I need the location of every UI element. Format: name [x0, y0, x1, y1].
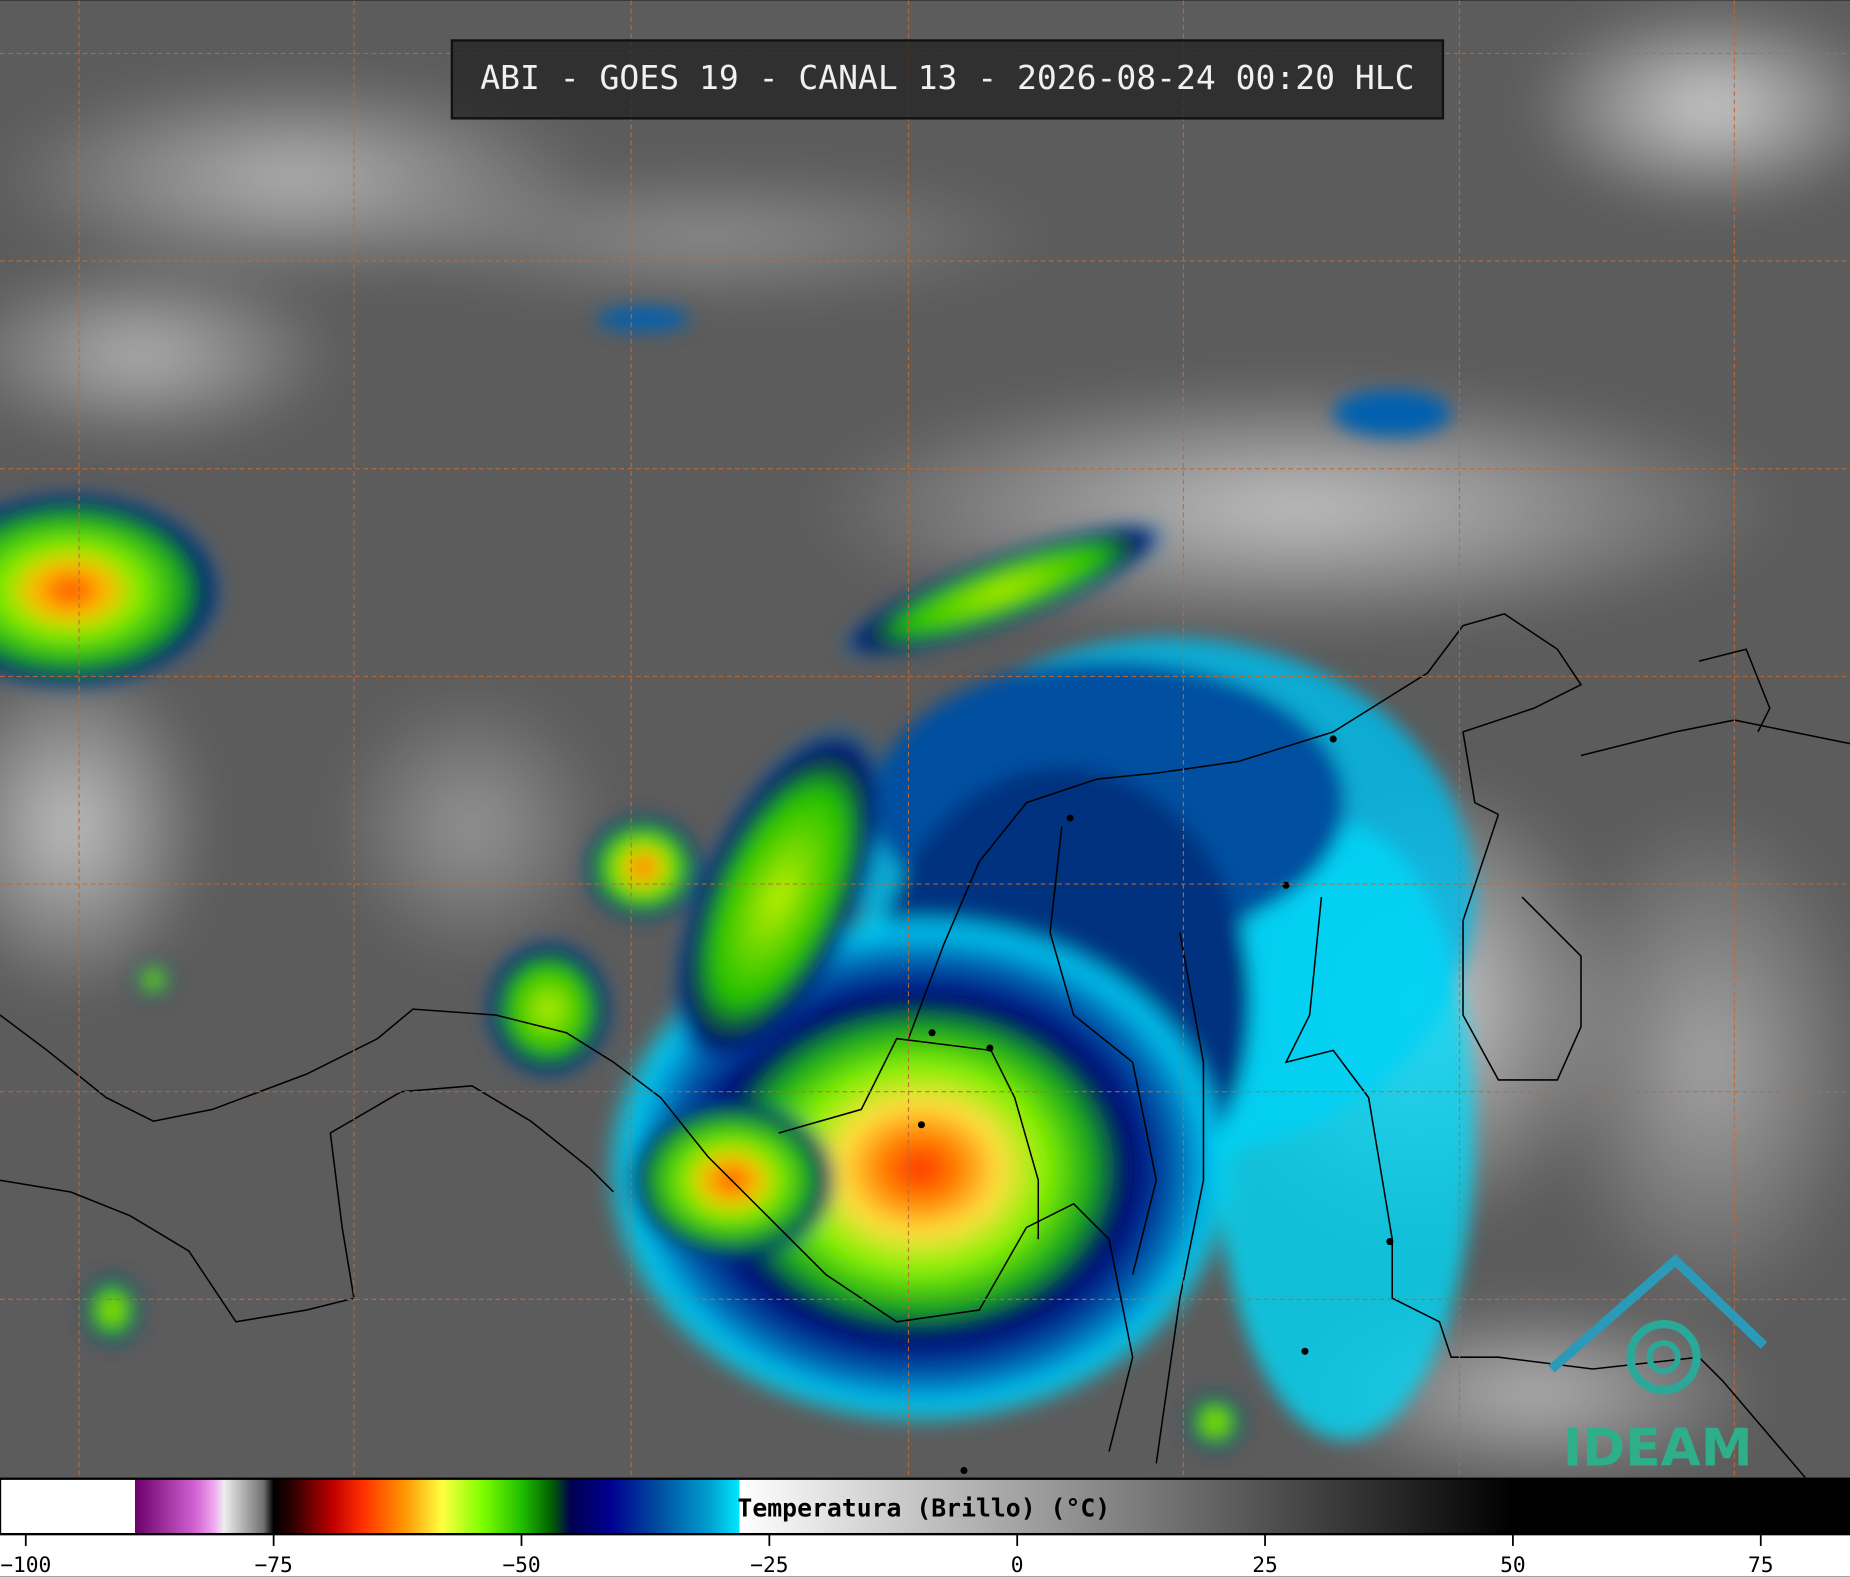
tick-label: 75	[1748, 1553, 1774, 1577]
cities	[917, 735, 1394, 1474]
tick-label: −75	[254, 1553, 292, 1577]
colorbar-scale	[0, 1477, 1850, 1536]
title-background	[450, 39, 1445, 120]
map-area: ABI - GOES 19 - CANAL 13 - 2026-08-24 00…	[0, 0, 1850, 1487]
title-box: ABI - GOES 19 - CANAL 13 - 2026-08-24 00…	[450, 39, 1445, 120]
coastlines	[0, 613, 1850, 1479]
colorbar-label: Temperatura (Brillo) (°C)	[737, 1493, 1110, 1522]
colorbar: Temperatura (Brillo) (°C) −100 −75 −50 −25 0…	[0, 1477, 1850, 1577]
tick-label: −100	[0, 1553, 51, 1577]
tick-label: 25	[1252, 1553, 1278, 1577]
tick-label: −50	[502, 1553, 540, 1577]
tick-label: 50	[1500, 1553, 1526, 1577]
title: ABI - GOES 19 - CANAL 13 - 2026-08-24 00…	[480, 58, 1414, 97]
logo: IDEAM	[1548, 1254, 1768, 1479]
tick-label: −25	[750, 1553, 788, 1577]
graticule	[0, 0, 1850, 1478]
convective-cells	[0, 307, 1475, 1452]
logo-text: IDEAM	[1563, 1419, 1753, 1479]
tick-label: 0	[1011, 1553, 1024, 1577]
